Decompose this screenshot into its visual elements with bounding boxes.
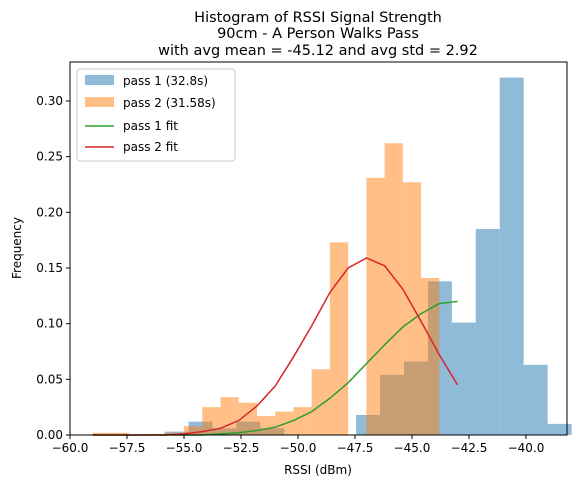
bar-pass-2-7: [220, 397, 239, 435]
legend-box: [76, 68, 236, 162]
y-tick-label: 0.25: [36, 150, 63, 164]
x-tick-label: −45.0: [394, 441, 431, 455]
legend-swatch-pass-1: [85, 75, 114, 85]
y-axis-label: Frequency: [10, 217, 24, 279]
legend-label-pass-1: pass 1 (32.8s): [123, 74, 208, 88]
bar-pass-2-8: [238, 402, 257, 435]
bar-pass-2-5: [183, 426, 203, 435]
x-axis-label: RSSI (dBm): [284, 463, 352, 477]
bar-pass-2-16: [384, 143, 403, 435]
x-tick-label: −55.0: [166, 441, 203, 455]
x-tick-label: −52.5: [223, 441, 260, 455]
y-axis-ticks: 0.00 0.05 0.10 0.15 0.20 0.25 0.30: [36, 94, 70, 442]
x-tick-label: −57.5: [109, 441, 146, 455]
legend-label-pass-2-fit: pass 2 fit: [123, 140, 178, 154]
bar-pass-2-6: [202, 407, 221, 435]
legend-swatch-pass-2: [85, 97, 114, 107]
y-tick-label: 0.15: [36, 261, 63, 275]
bar-pass-1-19: [547, 423, 572, 435]
y-tick-label: 0.10: [36, 317, 63, 331]
y-tick-label: 0.30: [36, 94, 63, 108]
bar-pass-2-17: [402, 182, 422, 435]
x-tick-label: −50.0: [280, 441, 317, 455]
bar-pass-2-9: [256, 416, 276, 435]
bar-pass-1-15: [451, 322, 476, 435]
chart-title: Histogram of RSSI Signal Strength 90cm -…: [158, 10, 478, 59]
bar-pass-2-15: [366, 177, 385, 436]
chart-title-line-2: 90cm - A Person Walks Pass: [217, 26, 419, 42]
bar-pass-2-12: [311, 369, 330, 435]
legend-label-pass-1-fit: pass 1 fit: [123, 119, 178, 133]
bar-pass-1-17: [499, 77, 524, 435]
y-tick-label: 0.05: [36, 372, 63, 386]
bar-pass-2-0: [92, 432, 112, 435]
x-tick-label: −60.0: [52, 441, 89, 455]
axes-frame: [69, 61, 568, 436]
bar-pass-2-1: [111, 432, 130, 435]
bar-pass-1-16: [475, 229, 500, 435]
legend: pass 1 (32.8s) pass 2 (31.58s) pass 1 fi…: [76, 68, 236, 162]
y-tick-label: 0.20: [36, 205, 63, 219]
chart-title-line-1: Histogram of RSSI Signal Strength: [194, 10, 442, 26]
legend-label-pass-2: pass 2 (31.58s): [123, 96, 216, 110]
plot-area: [92, 77, 572, 436]
x-tick-label: −42.5: [451, 441, 488, 455]
bar-pass-1-18: [523, 364, 548, 435]
bar-pass-2-11: [293, 407, 312, 435]
chart-title-line-3: with avg mean = -45.12 and avg std = 2.9…: [158, 43, 478, 59]
x-axis-ticks: −60.0 −57.5 −55.0 −52.5 −50.0 −47.5 −45.0 −42.5…: [52, 435, 545, 455]
y-tick-label: 0.00: [36, 428, 63, 442]
x-tick-label: −47.5: [337, 441, 374, 455]
bar-pass-2-18: [421, 278, 440, 435]
x-tick-label: −40.0: [508, 441, 545, 455]
